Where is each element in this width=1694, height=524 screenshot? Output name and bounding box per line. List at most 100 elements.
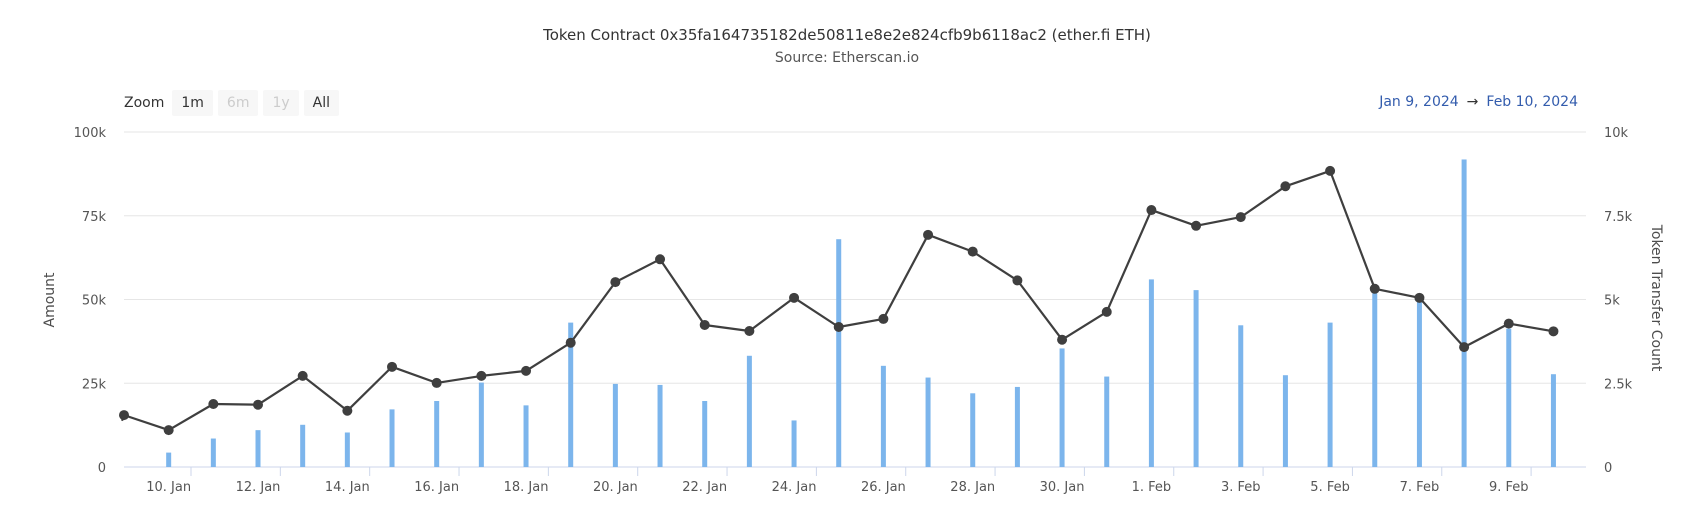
count-point xyxy=(744,325,755,336)
x-tick-label: 3. Feb xyxy=(1221,480,1261,495)
amount-bar xyxy=(210,438,216,467)
count-point xyxy=(1101,306,1112,317)
count-point xyxy=(789,292,800,303)
range-from[interactable]: Jan 9, 2024 xyxy=(1379,94,1459,110)
amount-bar xyxy=(166,452,172,467)
transfer-count-line xyxy=(119,165,1559,436)
x-tick-label: 1. Feb xyxy=(1132,480,1172,495)
amount-bar xyxy=(255,430,261,467)
grid-lines xyxy=(124,131,1586,468)
count-point xyxy=(1235,212,1246,223)
amount-bar xyxy=(746,355,752,467)
chart-title: Token Contract 0x35fa164735182de50811e8e… xyxy=(543,26,1151,44)
count-point xyxy=(1548,326,1559,337)
amount-bar xyxy=(1238,325,1244,467)
amount-bar xyxy=(657,384,663,467)
count-point xyxy=(1503,318,1514,329)
count-point xyxy=(1325,165,1336,176)
x-tick-label: 14. Jan xyxy=(325,480,370,495)
amount-bar xyxy=(925,377,931,467)
x-tick-label: 22. Jan xyxy=(682,480,727,495)
x-tick-label: 30. Jan xyxy=(1040,480,1085,495)
zoom-6m-button: 6m xyxy=(217,90,259,116)
count-point xyxy=(1057,334,1068,345)
zoom-controls: Zoom 1m 6m 1y All xyxy=(124,90,342,116)
amount-bar xyxy=(1372,293,1378,467)
amount-bar xyxy=(478,382,484,467)
y-left-tick-label: 0 xyxy=(98,461,106,476)
x-tick-label: 9. Feb xyxy=(1489,480,1529,495)
amount-bar xyxy=(880,365,886,467)
y-left-tick-label: 50k xyxy=(82,294,107,309)
x-tick-label: 26. Jan xyxy=(861,480,906,495)
count-point xyxy=(119,410,129,421)
x-tick-label: 7. Feb xyxy=(1400,480,1440,495)
x-tick-label: 20. Jan xyxy=(593,480,638,495)
amount-bar xyxy=(523,405,529,467)
y-left-tick-label: 75k xyxy=(82,210,107,225)
count-point xyxy=(565,337,576,348)
y-left-tick-label: 100k xyxy=(74,126,107,141)
count-point xyxy=(833,321,844,332)
y-right-tick-label: 5k xyxy=(1604,294,1620,309)
x-tick-label: 16. Jan xyxy=(414,480,459,495)
count-point xyxy=(297,370,308,381)
amount-bar xyxy=(1550,374,1556,467)
x-tick-label: 24. Jan xyxy=(772,480,817,495)
amount-bar xyxy=(344,432,350,467)
amount-bar xyxy=(1282,375,1288,467)
count-point xyxy=(1414,292,1425,303)
count-point xyxy=(878,313,889,324)
amount-bar xyxy=(300,424,306,467)
amount-bar xyxy=(836,239,842,467)
amount-bar xyxy=(1148,279,1154,467)
count-point xyxy=(431,377,442,388)
amount-bar xyxy=(434,401,440,467)
count-point xyxy=(163,425,174,436)
y-right-tick-label: 7.5k xyxy=(1604,210,1633,225)
amount-bar xyxy=(970,393,976,467)
count-point xyxy=(1369,283,1380,294)
amount-bar xyxy=(791,420,797,467)
amount-bar xyxy=(1104,376,1110,467)
range-arrow: → xyxy=(1466,94,1479,110)
amount-bar xyxy=(1327,322,1333,467)
count-point xyxy=(1191,220,1202,231)
count-point xyxy=(342,405,353,416)
axis-ticks: 0 0 25k 2.5k 50k 5k 75k 7.5k 100k 10k 10. Jan 12. J… xyxy=(74,126,1633,495)
count-point xyxy=(521,365,532,376)
amount-bar xyxy=(612,383,618,467)
count-point xyxy=(253,399,264,410)
amount-bar xyxy=(1059,348,1065,467)
y-right-tick-label: 0 xyxy=(1604,461,1612,476)
zoom-1y-button: 1y xyxy=(263,90,299,116)
count-point xyxy=(967,246,978,257)
amount-bar xyxy=(1461,159,1467,467)
count-point xyxy=(923,229,934,240)
count-point xyxy=(1146,205,1157,216)
count-point xyxy=(655,254,666,265)
zoom-all-button[interactable]: All xyxy=(303,90,340,116)
count-point xyxy=(699,319,710,330)
zoom-1m-button[interactable]: 1m xyxy=(172,90,213,116)
x-tick-label: 18. Jan xyxy=(504,480,549,495)
y-axis-left-title: Amount xyxy=(42,272,58,328)
y-right-tick-label: 10k xyxy=(1604,126,1629,141)
count-point xyxy=(387,361,398,372)
x-tick-label: 5. Feb xyxy=(1310,480,1350,495)
date-range: Jan 9, 2024 → Feb 10, 2024 xyxy=(1379,94,1578,110)
count-point xyxy=(208,399,219,410)
count-point xyxy=(1459,342,1470,353)
range-to[interactable]: Feb 10, 2024 xyxy=(1486,94,1578,110)
amount-bar xyxy=(1416,299,1422,467)
amount-bar xyxy=(1014,386,1020,467)
count-line-path xyxy=(120,169,1554,432)
y-right-tick-label: 2.5k xyxy=(1604,377,1633,392)
x-tick-label: 28. Jan xyxy=(950,480,995,495)
count-point xyxy=(610,277,621,288)
x-tick-label: 10. Jan xyxy=(146,480,191,495)
amount-bar xyxy=(1506,328,1512,467)
count-point xyxy=(476,370,487,381)
count-point xyxy=(1012,275,1023,286)
